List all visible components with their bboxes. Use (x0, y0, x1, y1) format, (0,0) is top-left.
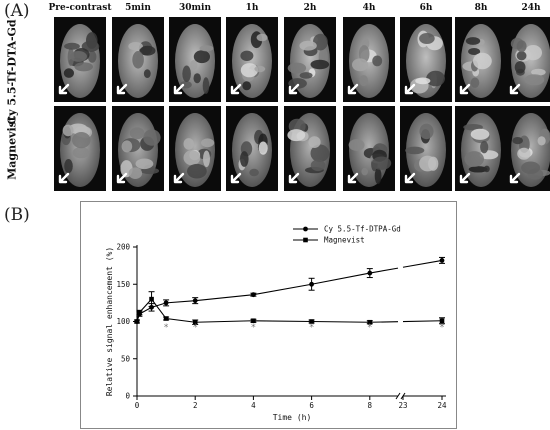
axis-break-mark (395, 392, 401, 400)
data-point-circle (309, 281, 314, 287)
series-line-segment (369, 267, 399, 274)
data-point-square (163, 316, 169, 321)
data-point-circle (367, 270, 373, 276)
significance-asterisk: * (251, 323, 256, 333)
y-axis-title: Relative signal enhancement (%) (105, 247, 114, 396)
scan-cy55-tile (112, 17, 164, 102)
timepoint-label: 6h (419, 3, 433, 13)
y-tick-label: 0 (125, 392, 130, 401)
panel-b-label: (B) (4, 205, 30, 225)
scan-magnevist-tile (400, 106, 452, 191)
panel-a-label: (A) (4, 1, 30, 21)
timepoint-label: 5min (125, 3, 151, 13)
legend-marker-square (303, 237, 308, 243)
scan-cy55-tile (284, 17, 336, 102)
x-tick-label: 24 (437, 401, 447, 410)
data-point-circle (192, 298, 198, 304)
timepoint-label: 8h (474, 3, 488, 13)
significance-asterisk: * (193, 323, 198, 333)
scan-cy55-tile (343, 17, 395, 102)
timepoint-label: 2h (303, 3, 317, 13)
chart-frame (80, 201, 457, 429)
series-line-segment (402, 259, 443, 268)
x-tick-label: 8 (368, 401, 373, 410)
data-point-square (251, 318, 256, 324)
x-tick-label: 0 (135, 401, 140, 410)
x-tick-label: 23 (398, 401, 407, 410)
series-line (136, 272, 370, 322)
scan-cy55-tile (169, 17, 221, 102)
scan-cy55-tile (400, 17, 452, 102)
x-tick-label: 6 (309, 401, 314, 410)
data-point-square (149, 296, 154, 302)
data-point-square (134, 319, 140, 324)
y-tick-label: 100 (116, 317, 130, 326)
timepoint-label: Pre-contrast (48, 3, 112, 13)
data-point-square (192, 319, 198, 325)
scan-cy55-tile (505, 17, 550, 102)
x-axis-title: Time (h) (273, 413, 312, 422)
data-point-circle (439, 258, 445, 263)
scan-magnevist-tile (505, 106, 550, 191)
significance-asterisk: * (368, 323, 373, 333)
scan-magnevist-tile (226, 106, 278, 191)
legend-label: Magnevist (324, 236, 365, 245)
y-tick-label: 150 (116, 280, 130, 289)
scan-cy55-tile (54, 17, 106, 102)
x-tick-label: 2 (193, 401, 198, 410)
data-point-square (439, 318, 445, 324)
legend-marker-circle (303, 226, 308, 232)
y-tick-label: 200 (116, 243, 130, 252)
data-point-square (137, 310, 142, 315)
scan-cy55-tile (455, 17, 507, 102)
timepoint-label: 4h (362, 3, 376, 13)
y-tick-label: 50 (121, 354, 131, 363)
legend-label: Cy 5.5-Tf-DTPA-Gd (324, 225, 401, 234)
timepoint-label: 1h (245, 3, 259, 13)
data-point-square (367, 319, 373, 325)
scan-magnevist-tile (112, 106, 164, 191)
scan-cy55-tile (226, 17, 278, 102)
data-point-circle (163, 300, 169, 306)
scan-magnevist-tile (54, 106, 106, 191)
significance-asterisk: * (164, 323, 169, 333)
significance-asterisk: * (440, 323, 445, 333)
scan-magnevist-tile (455, 106, 507, 191)
data-point-circle (251, 292, 256, 298)
significance-asterisk: * (309, 323, 314, 333)
data-point-square (309, 319, 314, 324)
timepoint-label: 24h (521, 3, 541, 13)
scan-magnevist-tile (343, 106, 395, 191)
timepoint-label: 30min (178, 3, 212, 13)
series-line-segment (369, 321, 399, 323)
scan-magnevist-tile (284, 106, 336, 191)
scan-magnevist-tile (169, 106, 221, 191)
x-tick-label: 4 (251, 401, 256, 410)
series-line-segment (402, 320, 443, 323)
